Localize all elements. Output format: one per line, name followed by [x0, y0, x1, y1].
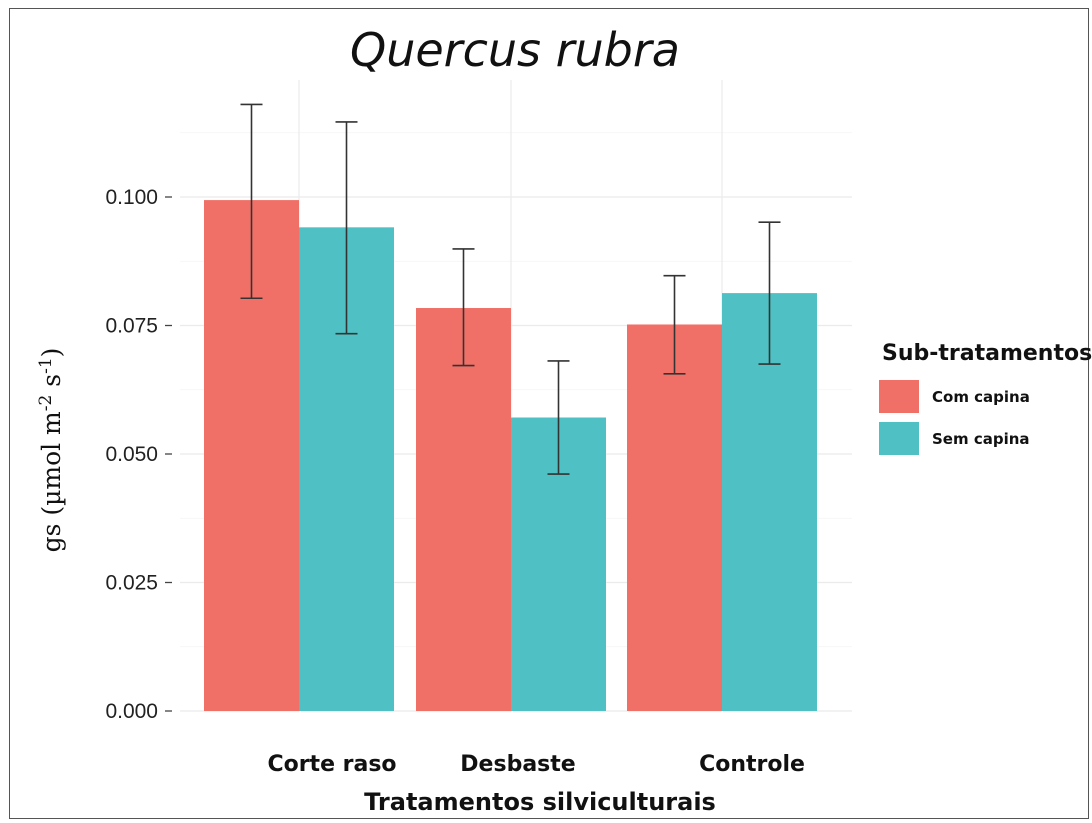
x-tick-label: Controle — [699, 752, 805, 777]
error-bars-group — [240, 103, 781, 475]
y-tick-label: 0.075 — [105, 315, 158, 338]
legend-item-label: Com capina — [932, 388, 1030, 406]
legend-swatch — [879, 380, 919, 413]
y-tick-label: 0.100 — [105, 186, 158, 209]
x-axis: Corte raso Desbaste Controle — [267, 752, 805, 777]
y-tick-label: 0.025 — [105, 572, 158, 595]
x-tick-label: Desbaste — [460, 752, 575, 777]
y-tick-label: 0.000 — [105, 700, 158, 723]
x-axis-label: Tratamentos silviculturais — [364, 788, 716, 816]
y-axis: 0.000 0.025 0.050 0.075 0.100 — [105, 186, 172, 723]
chart-title: Quercus rubra — [350, 23, 680, 77]
x-tick-label: Corte raso — [267, 752, 396, 777]
bar-com-capina — [627, 324, 722, 711]
legend-item-label: Sem capina — [932, 430, 1030, 448]
y-tick-label: 0.050 — [105, 443, 158, 466]
legend-swatch — [879, 422, 919, 455]
y-axis-label: gs (µmol m-2 s-1) — [36, 348, 66, 553]
legend-title: Sub-tratamentos — [882, 341, 1092, 366]
legend: Sub-tratamentos Com capina Sem capina — [879, 341, 1092, 455]
bar-com-capina — [416, 308, 511, 711]
